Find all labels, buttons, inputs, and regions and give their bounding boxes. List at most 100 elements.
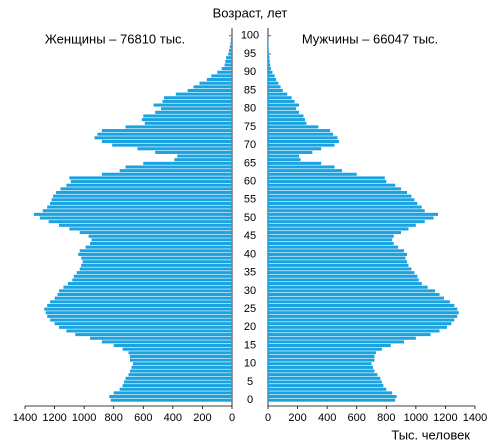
bar (221, 67, 232, 71)
bar (268, 198, 415, 202)
bar (268, 322, 452, 326)
bar (47, 303, 232, 307)
bar (268, 278, 419, 282)
bar (268, 329, 440, 333)
bar (268, 143, 335, 147)
age-label: 50 (244, 212, 256, 224)
age-label: 10 (244, 358, 256, 370)
bar (268, 344, 391, 348)
bar (268, 150, 313, 154)
bar (174, 158, 232, 162)
bar (268, 307, 458, 311)
x-tick-label: 1200 (42, 412, 66, 424)
bar (268, 78, 277, 82)
bar (153, 103, 232, 107)
bar (268, 216, 434, 220)
bar (72, 278, 232, 282)
bar (268, 165, 335, 169)
bar (268, 398, 396, 402)
bar (45, 311, 233, 315)
bar (229, 48, 232, 52)
age-label: 55 (244, 194, 256, 206)
bar (268, 201, 418, 205)
bar (228, 52, 232, 56)
bar (268, 125, 319, 129)
bar (268, 205, 422, 209)
bar (268, 110, 300, 114)
bar (56, 190, 232, 195)
bar (268, 318, 455, 322)
bar (268, 358, 375, 362)
bar (73, 274, 233, 278)
bar (268, 285, 428, 289)
age-label: 0 (247, 394, 253, 406)
bar (141, 118, 232, 122)
bar (70, 180, 232, 184)
bar (162, 99, 232, 103)
bar (268, 354, 375, 358)
bar (88, 234, 232, 238)
bar (54, 296, 233, 300)
bar (268, 209, 425, 213)
bar (129, 369, 232, 373)
bar (268, 88, 283, 92)
bar (268, 296, 444, 300)
x-tick-label: 600 (134, 412, 152, 424)
bar (161, 107, 232, 111)
bar (128, 373, 232, 377)
bar (113, 344, 232, 348)
bar (268, 223, 416, 227)
bar (268, 347, 382, 351)
bar (268, 373, 378, 377)
bar (211, 74, 232, 78)
bar (268, 314, 458, 318)
bar (42, 209, 232, 213)
age-label: 80 (244, 103, 256, 115)
bar (69, 176, 232, 180)
bar (268, 325, 447, 329)
x-tick-label: 1400 (13, 412, 37, 424)
bar (268, 118, 305, 122)
bar (124, 380, 232, 384)
bar (110, 398, 232, 402)
bar (66, 183, 233, 187)
bar (268, 351, 376, 355)
bar (187, 88, 232, 92)
bar (268, 45, 269, 49)
bar (268, 56, 270, 60)
x-tick-label: 200 (288, 412, 306, 424)
bar (54, 322, 233, 326)
bar (268, 132, 334, 136)
bar (268, 387, 387, 391)
bar (132, 362, 232, 366)
bar (268, 263, 409, 267)
bar (268, 362, 372, 366)
bar (48, 220, 233, 224)
bar (268, 282, 422, 286)
x-tick-label: 0 (265, 412, 271, 424)
bar (97, 132, 232, 136)
bar (76, 271, 232, 275)
bar (268, 190, 407, 195)
bar (268, 85, 281, 89)
legend-men: Мужчины – 66047 тыс. (302, 31, 438, 46)
age-label: 75 (244, 121, 256, 133)
bar (79, 249, 232, 253)
bar (268, 70, 273, 74)
x-tick-label: 800 (377, 412, 395, 424)
bar (268, 365, 373, 369)
bar (125, 125, 232, 129)
bar (225, 59, 232, 63)
bar (268, 340, 405, 344)
age-label: 85 (244, 84, 256, 96)
bar (268, 103, 300, 107)
age-label: 20 (244, 321, 256, 333)
bar (122, 347, 232, 351)
age-label: 40 (244, 248, 256, 260)
bar (268, 48, 269, 52)
x-tick-label: 400 (318, 412, 336, 424)
bar (268, 136, 338, 140)
bar (44, 307, 232, 311)
bar (119, 387, 232, 391)
bar (268, 139, 339, 144)
